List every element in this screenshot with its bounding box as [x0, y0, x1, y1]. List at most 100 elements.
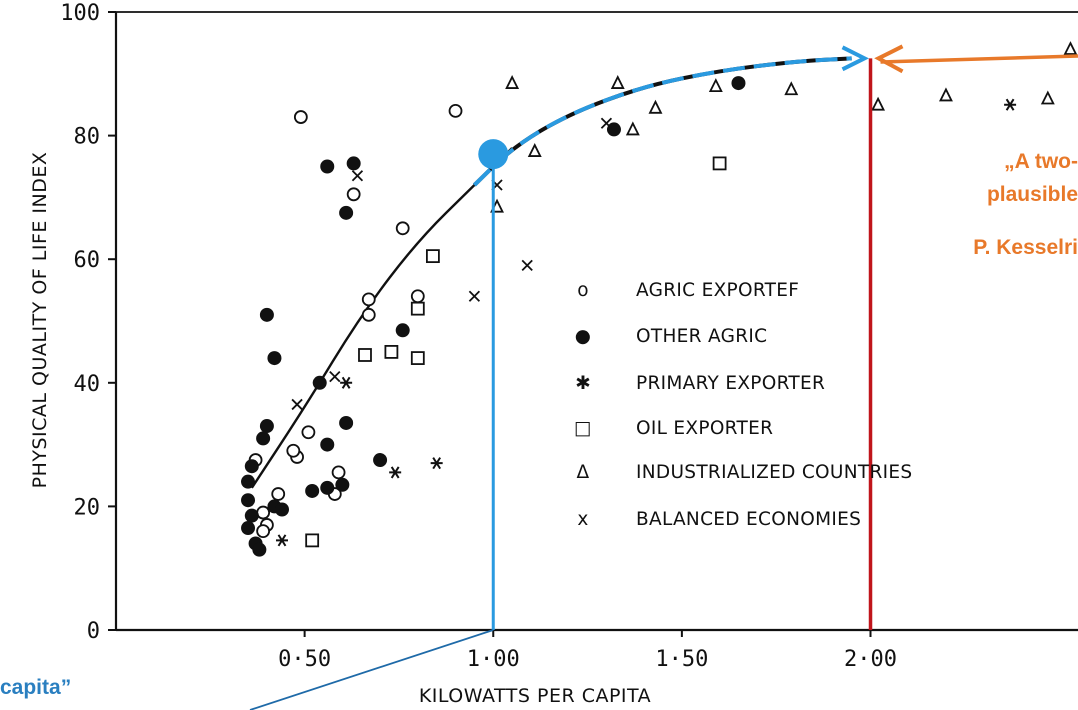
marker-balanced	[351, 170, 364, 182]
marker-balanced	[291, 398, 303, 411]
marker-agric-exporter	[395, 221, 410, 236]
legend-symbol: o	[577, 280, 589, 301]
marker-balanced	[468, 290, 481, 302]
orange-arrowhead	[874, 44, 904, 74]
marker-primary-exporter	[430, 457, 443, 470]
highlight-point	[478, 139, 509, 170]
marker-other-agric	[244, 508, 259, 523]
marker-other-agric	[241, 474, 256, 489]
legend-label: PRIMARY EXPORTER	[636, 373, 825, 394]
marker-agric-exporter	[346, 187, 361, 202]
marker-other-agric	[395, 323, 410, 338]
marker-oil-exporter	[425, 249, 440, 264]
trend-curve-dashed-highlight	[472, 56, 852, 187]
marker-other-agric	[244, 459, 259, 474]
marker-agric-exporter	[256, 505, 271, 520]
marker-agric-exporter	[286, 443, 301, 458]
marker-oil-exporter	[410, 351, 425, 365]
y-tick-label: 20	[74, 495, 101, 520]
marker-agric-exporter	[448, 103, 463, 118]
legend-symbol: □	[574, 418, 592, 439]
reference-lines	[249, 44, 1078, 710]
marker-other-agric	[346, 156, 361, 171]
data-markers	[241, 41, 1078, 557]
blue-pointer-line	[249, 629, 494, 710]
y-axis-title: PHYSICAL QUALITY OF LIFE INDEX	[29, 152, 51, 489]
marker-industrialized	[1040, 90, 1055, 105]
marker-oil-exporter	[712, 156, 727, 171]
marker-other-agric	[241, 493, 256, 508]
marker-primary-exporter	[340, 376, 353, 389]
annotation-right-line3: P. Kesselri	[973, 236, 1078, 259]
marker-agric-exporter	[271, 487, 286, 501]
legend: o AGRIC EXPORTEF ● OTHER AGRIC ✱ PRIMARY…	[574, 280, 912, 530]
marker-industrialized	[625, 121, 640, 136]
marker-other-agric	[320, 437, 335, 452]
x-tick-label: 1·00	[467, 647, 520, 672]
marker-balanced	[329, 370, 341, 383]
marker-agric-exporter	[256, 524, 271, 539]
marker-primary-exporter	[389, 466, 402, 479]
x-tick-label: 1·50	[655, 647, 708, 672]
marker-agric-exporter	[293, 110, 308, 124]
marker-primary-exporter	[1004, 98, 1017, 111]
y-tick-label: 40	[74, 372, 101, 397]
marker-primary-exporter	[275, 534, 288, 547]
trend-curve-solid	[250, 147, 513, 489]
marker-other-agric	[335, 477, 350, 492]
marker-other-agric	[259, 307, 274, 322]
legend-label: BALANCED ECONOMIES	[636, 509, 861, 530]
marker-other-agric	[373, 453, 388, 468]
marker-agric-exporter	[331, 465, 346, 480]
y-tick-label: 100	[60, 1, 100, 26]
marker-other-agric	[256, 431, 271, 446]
legend-symbol: Δ	[577, 462, 590, 483]
marker-balanced	[521, 259, 533, 272]
blue-arrowhead	[841, 45, 869, 72]
legend-label: OTHER AGRIC	[636, 326, 767, 347]
legend-symbol: x	[577, 509, 588, 530]
marker-other-agric	[259, 419, 274, 434]
orange-arrow-line	[880, 54, 1078, 64]
marker-oil-exporter	[305, 533, 320, 548]
marker-industrialized	[527, 143, 542, 157]
x-tick-label: 0·50	[278, 647, 331, 672]
marker-industrialized	[871, 96, 886, 111]
legend-label: INDUSTRIALIZED COUNTRIES	[636, 462, 912, 483]
marker-industrialized	[610, 75, 625, 89]
marker-other-agric	[606, 122, 621, 137]
marker-other-agric	[241, 521, 256, 536]
annotation-right-line2: plausible	[987, 183, 1078, 206]
marker-other-agric	[274, 502, 289, 517]
marker-other-agric	[320, 480, 335, 495]
marker-other-agric	[320, 159, 335, 174]
y-tick-label: 60	[74, 248, 101, 273]
annotation-left: capita”	[0, 676, 71, 699]
y-tick-label: 80	[74, 125, 101, 150]
marker-balanced	[600, 117, 613, 129]
marker-industrialized	[939, 87, 953, 102]
marker-other-agric	[252, 542, 267, 557]
marker-industrialized	[1063, 41, 1078, 55]
legend-label: AGRIC EXPORTEF	[636, 280, 799, 301]
marker-industrialized	[648, 99, 663, 114]
legend-symbol: ●	[575, 326, 591, 347]
marker-agric-exporter	[361, 307, 376, 322]
annotation-right-line1: „A two-	[1004, 150, 1078, 173]
legend-symbol: ✱	[575, 373, 591, 394]
marker-oil-exporter	[384, 344, 399, 359]
marker-agric-exporter	[301, 425, 316, 440]
marker-oil-exporter	[410, 301, 425, 316]
marker-industrialized	[784, 81, 799, 96]
y-tick-label: 0	[87, 619, 100, 644]
marker-other-agric	[339, 415, 354, 430]
marker-industrialized	[505, 75, 520, 89]
legend-label: OIL EXPORTER	[636, 418, 773, 439]
marker-other-agric	[267, 351, 282, 366]
marker-other-agric	[731, 76, 746, 91]
marker-industrialized	[708, 78, 723, 93]
marker-agric-exporter	[410, 289, 425, 304]
trend-curve-extension	[472, 56, 852, 187]
marker-agric-exporter	[361, 292, 376, 307]
